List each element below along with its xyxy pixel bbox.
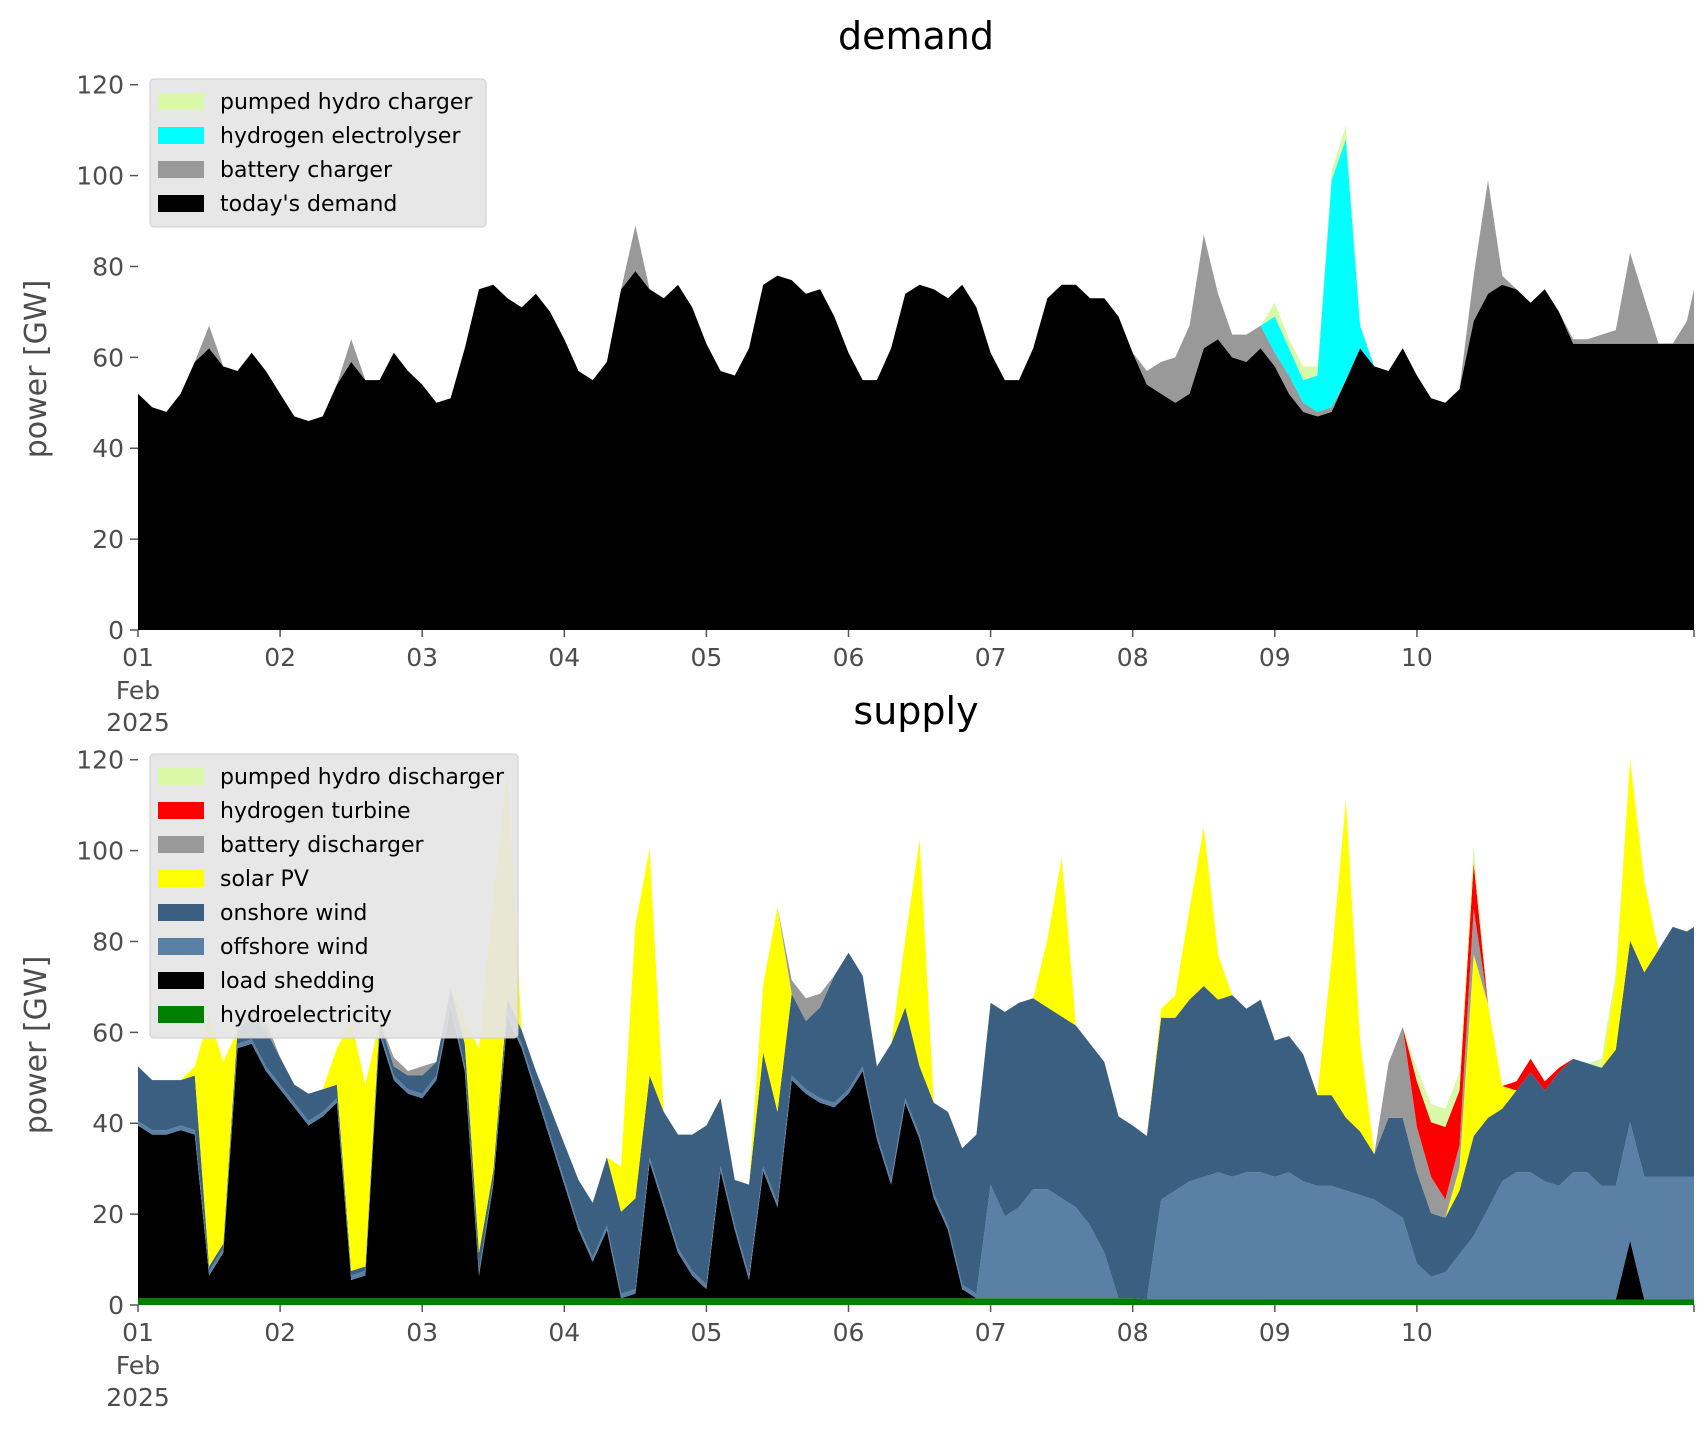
x-tick-sublabel: 2025	[106, 1383, 170, 1412]
y-axis-label: power [GW]	[19, 956, 54, 1135]
x-tick-label: 02	[264, 643, 296, 672]
y-tick-label: 40	[92, 1109, 124, 1138]
legend-swatch	[158, 836, 204, 853]
legend-swatch	[158, 93, 204, 110]
legend: pumped hydro charger hydrogen electrolyse…	[149, 78, 487, 228]
legend-swatch	[158, 802, 204, 819]
legend-label: solar PV	[220, 867, 309, 892]
x-tick-label: 09	[1259, 643, 1291, 672]
x-tick-label: 10	[1401, 1318, 1433, 1347]
x-tick-label: 05	[690, 1318, 722, 1347]
area-today-s-demand	[138, 271, 1694, 630]
x-tick-label: 01	[122, 643, 154, 672]
y-tick-label: 0	[108, 1291, 124, 1320]
x-tick-label: 06	[833, 643, 865, 672]
y-tick-label: 120	[76, 746, 124, 775]
legend-swatch	[158, 1006, 204, 1023]
legend-swatch	[158, 972, 204, 989]
x-tick-label: 06	[833, 1318, 865, 1347]
area-hydroelectricity	[138, 1298, 1694, 1305]
y-tick-label: 80	[92, 927, 124, 956]
x-tick-label: 03	[406, 643, 438, 672]
legend-swatch	[158, 870, 204, 887]
legend-label: hydrogen electrolyser	[220, 124, 461, 149]
legend-label: pumped hydro charger	[220, 90, 473, 115]
y-tick-label: 80	[92, 252, 124, 281]
x-tick-sublabel: 2025	[106, 708, 170, 737]
area-offshore-wind	[138, 1002, 1694, 1300]
chart-title: supply	[853, 689, 978, 733]
y-tick-label: 20	[92, 1200, 124, 1229]
area-solar-pv	[138, 758, 1694, 1271]
chart-title: demand	[838, 14, 994, 58]
legend-swatch	[158, 938, 204, 955]
legend-label: onshore wind	[220, 901, 367, 926]
legend-box	[149, 753, 519, 1039]
legend-label: battery charger	[220, 158, 393, 183]
demand-chart: demand power [GW] 0 20 40 60 80 100 120 01 02 03 0…	[19, 14, 1695, 737]
x-tick-label: 05	[690, 643, 722, 672]
y-tick-label: 100	[76, 162, 124, 191]
supply-chart: supply power [GW] 0 20 40 60 80 100 120 01 02 03 0…	[19, 689, 1695, 1412]
legend-label: offshore wind	[220, 935, 369, 960]
x-tick-label: 07	[975, 1318, 1007, 1347]
legend-label: hydrogen turbine	[220, 799, 411, 824]
legend-label: pumped hydro discharger	[220, 765, 505, 790]
legend-swatch	[158, 127, 204, 144]
x-tick-label: 10	[1401, 643, 1433, 672]
area-onshore-wind	[138, 926, 1694, 1300]
legend-box	[149, 78, 487, 228]
x-tick-label: 04	[548, 643, 580, 672]
y-tick-label: 0	[108, 616, 124, 645]
y-tick-label: 100	[76, 837, 124, 866]
x-tick-label: 03	[406, 1318, 438, 1347]
x-tick-label: 01	[122, 1318, 154, 1347]
legend-label: load shedding	[220, 969, 375, 994]
y-tick-label: 40	[92, 434, 124, 463]
x-tick-sublabel: Feb	[116, 676, 160, 705]
x-tick-label: 08	[1117, 1318, 1149, 1347]
x-tick-label: 04	[548, 1318, 580, 1347]
legend: pumped hydro discharger hydrogen turbine b…	[149, 753, 519, 1039]
x-tick-label: 07	[975, 643, 1007, 672]
y-tick-label: 60	[92, 343, 124, 372]
y-tick-label: 60	[92, 1018, 124, 1047]
legend-label: battery discharger	[220, 833, 425, 858]
y-tick-label: 120	[76, 71, 124, 100]
legend-swatch	[158, 904, 204, 921]
area-load-shedding	[138, 1007, 1694, 1300]
x-tick-sublabel: Feb	[116, 1351, 160, 1380]
x-tick-label: 09	[1259, 1318, 1291, 1347]
legend-label: today's demand	[220, 192, 397, 217]
legend-swatch	[158, 161, 204, 178]
x-tick-label: 08	[1117, 643, 1149, 672]
legend-swatch	[158, 195, 204, 212]
y-tick-label: 20	[92, 525, 124, 554]
legend-label: hydroelectricity	[220, 1003, 392, 1028]
legend-swatch	[158, 768, 204, 785]
x-tick-label: 02	[264, 1318, 296, 1347]
y-axis-label: power [GW]	[19, 280, 54, 459]
